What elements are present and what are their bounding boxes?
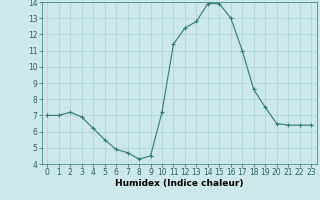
X-axis label: Humidex (Indice chaleur): Humidex (Indice chaleur) [115, 179, 244, 188]
